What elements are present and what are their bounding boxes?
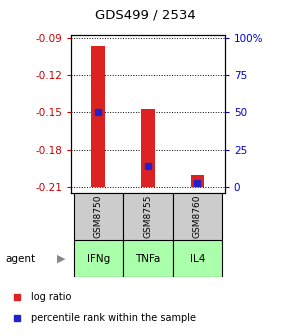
Text: GDS499 / 2534: GDS499 / 2534 xyxy=(95,9,195,22)
Bar xyxy=(173,240,222,277)
Text: ▶: ▶ xyxy=(57,254,65,264)
Bar xyxy=(141,109,155,187)
Text: agent: agent xyxy=(6,254,36,264)
Bar xyxy=(123,240,173,277)
Text: percentile rank within the sample: percentile rank within the sample xyxy=(31,313,196,323)
Bar xyxy=(191,174,204,187)
Text: GSM8755: GSM8755 xyxy=(143,195,153,239)
Text: GSM8760: GSM8760 xyxy=(193,195,202,239)
Text: IFNg: IFNg xyxy=(87,254,110,264)
Bar xyxy=(91,46,105,187)
Bar xyxy=(173,193,222,240)
Text: log ratio: log ratio xyxy=(31,292,71,301)
Text: TNFa: TNFa xyxy=(135,254,161,264)
Bar xyxy=(74,193,123,240)
Bar xyxy=(123,193,173,240)
Text: GSM8750: GSM8750 xyxy=(94,195,103,239)
Text: IL4: IL4 xyxy=(190,254,205,264)
Bar xyxy=(74,240,123,277)
